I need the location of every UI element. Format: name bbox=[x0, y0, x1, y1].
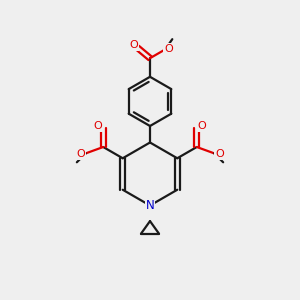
Text: O: O bbox=[94, 121, 102, 131]
Text: O: O bbox=[198, 121, 206, 131]
Text: O: O bbox=[164, 44, 173, 54]
Text: O: O bbox=[129, 40, 138, 50]
Text: O: O bbox=[215, 149, 224, 159]
Text: O: O bbox=[76, 149, 85, 159]
Text: N: N bbox=[146, 199, 154, 212]
